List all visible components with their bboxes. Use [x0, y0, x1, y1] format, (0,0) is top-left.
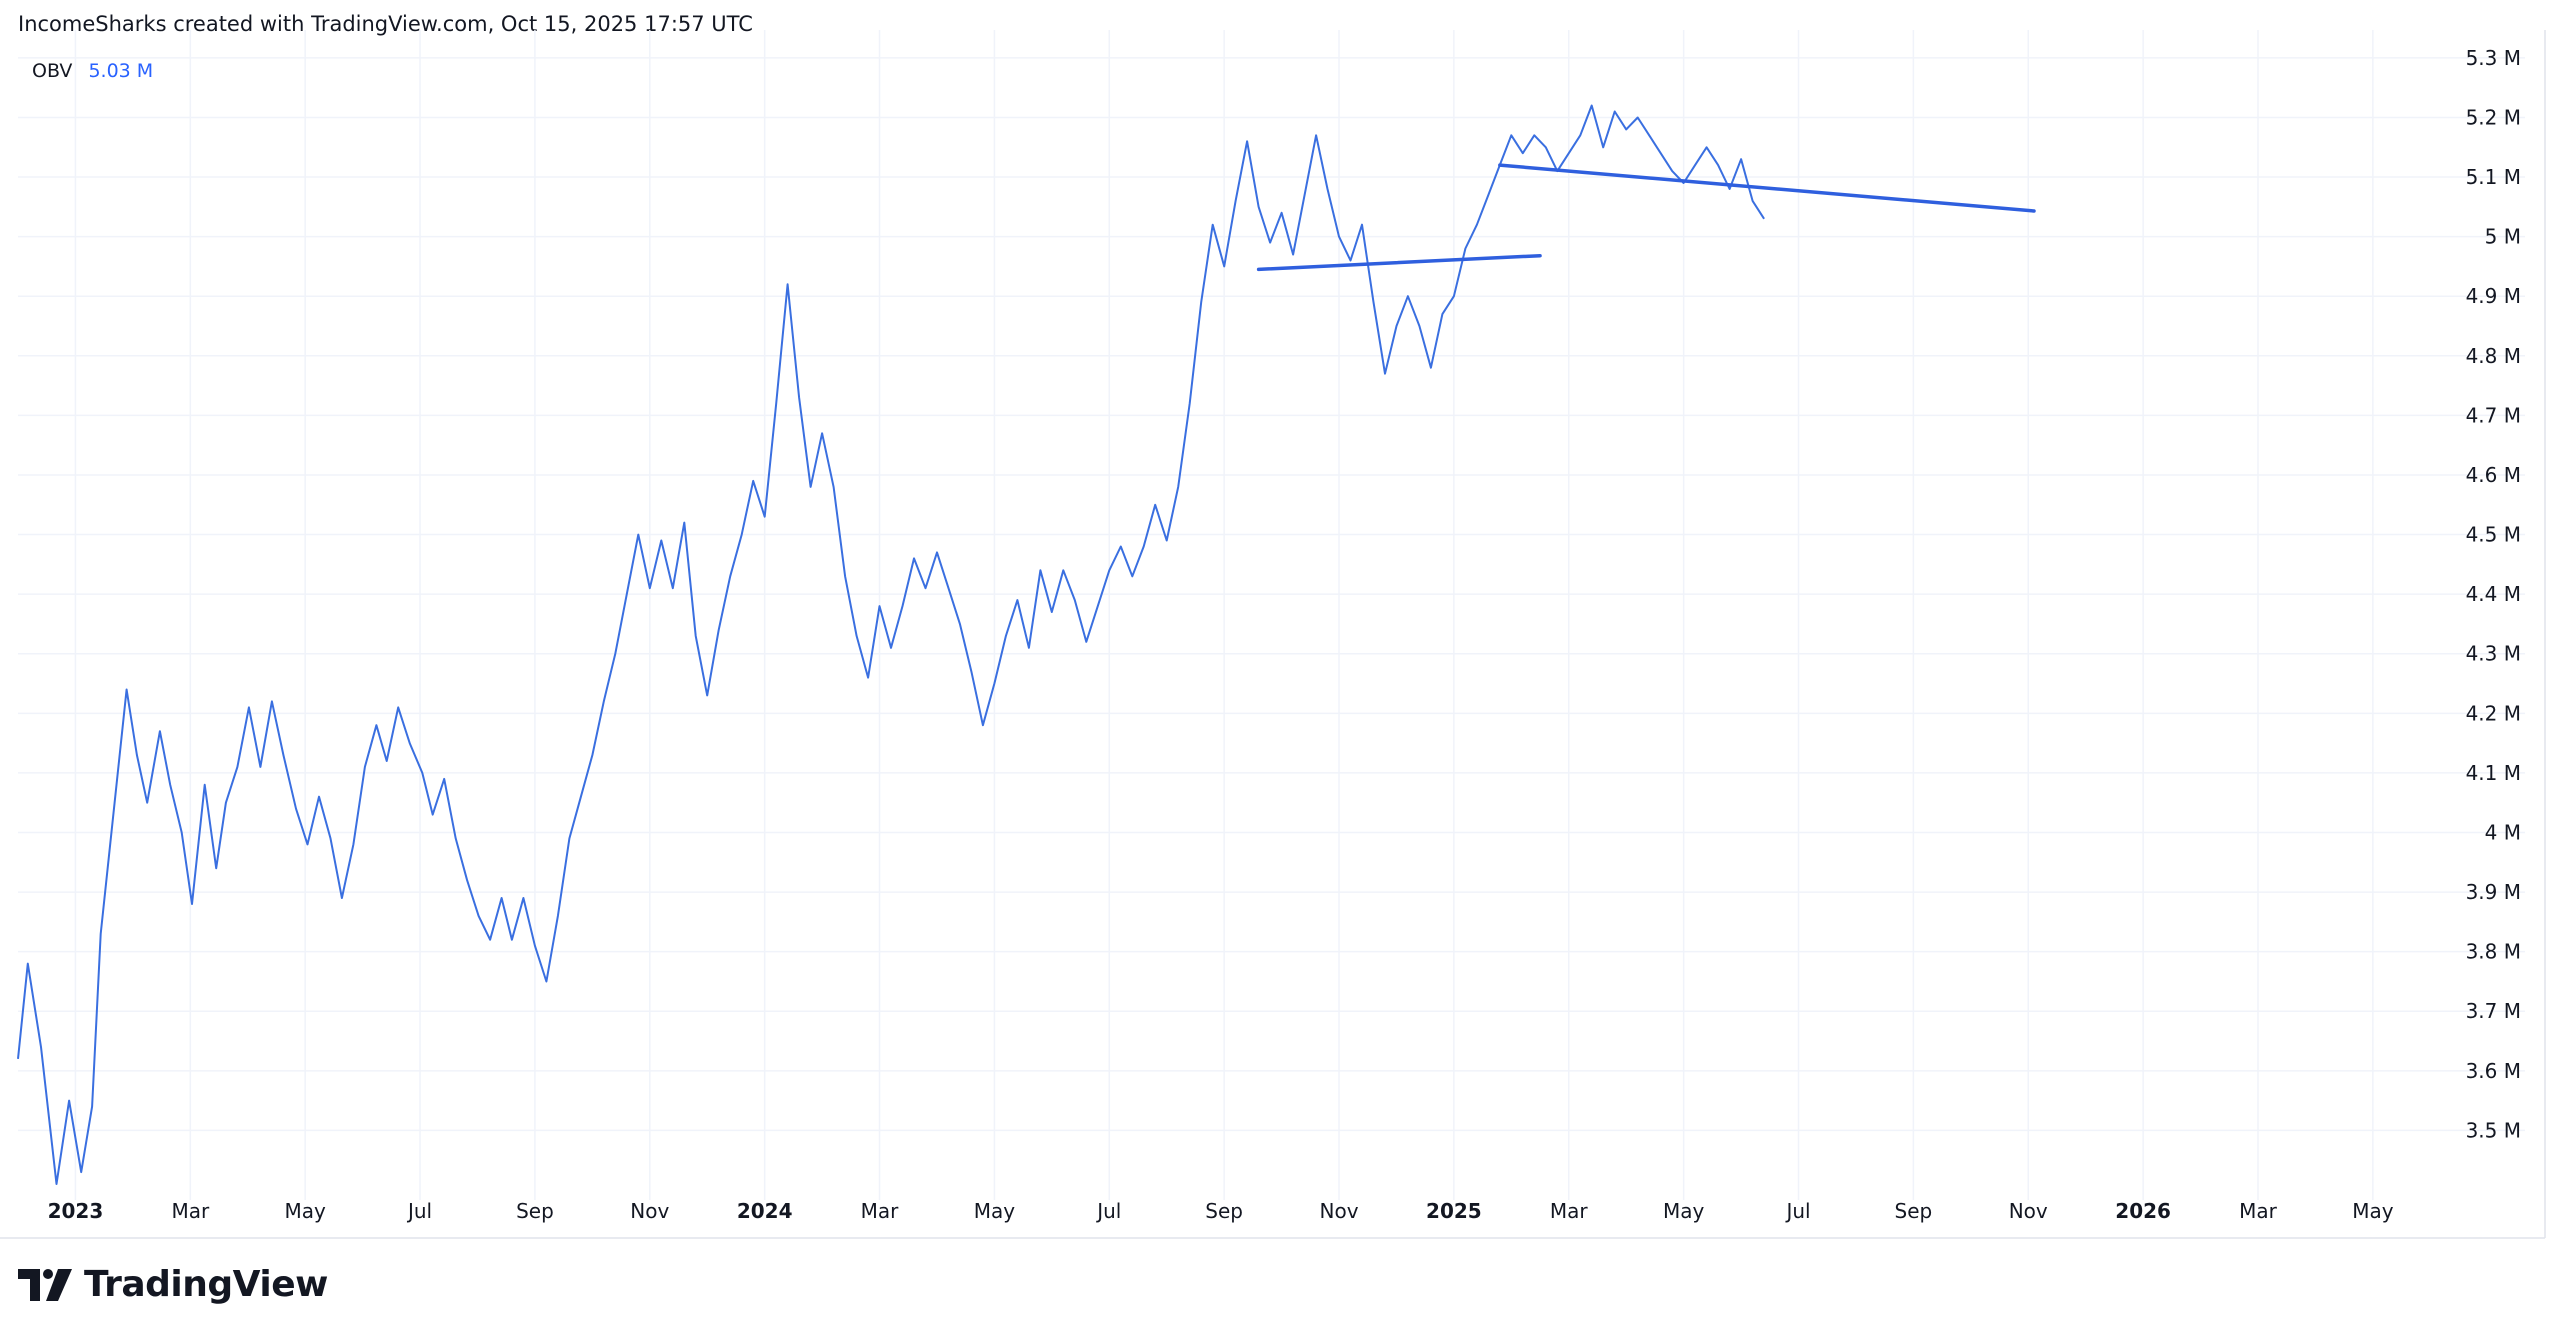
y-tick-label: 5 M	[2485, 225, 2521, 249]
x-tick-label: May	[1663, 1199, 1705, 1223]
y-tick-label: 4.2 M	[2466, 701, 2521, 725]
y-tick-label: 4.9 M	[2466, 284, 2521, 308]
grid-lines	[18, 30, 2525, 1200]
y-tick-label: 4.6 M	[2466, 463, 2521, 487]
x-tick-label: Nov	[2009, 1199, 2048, 1223]
y-tick-label: 4.7 M	[2466, 403, 2521, 427]
x-tick-label: Jul	[1784, 1199, 1810, 1223]
y-tick-label: 5.1 M	[2466, 165, 2521, 189]
trendline-2[interactable]	[1498, 163, 2036, 213]
y-tick-label: 5.2 M	[2466, 105, 2521, 129]
trendline-layer[interactable]	[1256, 163, 2036, 272]
x-tick-label: Sep	[516, 1199, 554, 1223]
obv-series-line	[17, 104, 1765, 1185]
x-tick-label: Mar	[1550, 1199, 1589, 1223]
chart-attribution: IncomeSharks created with TradingView.co…	[18, 12, 753, 36]
x-tick-label: 2026	[2115, 1199, 2171, 1223]
y-tick-label: 3.5 M	[2466, 1118, 2521, 1142]
x-tick-label: May	[974, 1199, 1016, 1223]
indicator-value: 5.03 M	[88, 60, 154, 82]
x-tick-label: Mar	[171, 1199, 210, 1223]
tradingview-wordmark: TradingView	[84, 1264, 328, 1305]
y-tick-label: 4.1 M	[2466, 761, 2521, 785]
x-tick-label: Mar	[861, 1199, 900, 1223]
x-tick-label: Jul	[1095, 1199, 1121, 1223]
x-tick-label: Nov	[1320, 1199, 1359, 1223]
y-tick-label: 4 M	[2485, 820, 2521, 844]
y-tick-label: 3.9 M	[2466, 880, 2521, 904]
tradingview-brand[interactable]: TradingView	[18, 1264, 328, 1305]
series-layer	[17, 104, 1765, 1185]
tradingview-logo-icon	[18, 1268, 72, 1301]
x-tick-label: Nov	[630, 1199, 669, 1223]
indicator-legend[interactable]: OBV 5.03 M	[32, 60, 153, 82]
x-tick-label: May	[2352, 1199, 2394, 1223]
x-tick-label: 2024	[737, 1199, 793, 1223]
y-tick-label: 4.8 M	[2466, 344, 2521, 368]
x-tick-label: May	[284, 1199, 326, 1223]
x-tick-label: 2023	[48, 1199, 104, 1223]
y-tick-label: 4.5 M	[2466, 523, 2521, 547]
trendline-1[interactable]	[1256, 253, 1542, 272]
y-tick-label: 4.3 M	[2466, 642, 2521, 666]
y-tick-label: 3.7 M	[2466, 999, 2521, 1023]
x-tick-label: Jul	[406, 1199, 432, 1223]
indicator-name: OBV	[32, 60, 73, 82]
x-tick-label: Sep	[1205, 1199, 1243, 1223]
x-tick-label: Sep	[1895, 1199, 1933, 1223]
obv-chart[interactable]: 5.3 M 5.2 M 5.1 M 5 M 4.9 M 4.8 M 4.7 M 4.6 M 4.…	[0, 0, 2560, 1260]
y-tick-label: 3.8 M	[2466, 940, 2521, 964]
x-axis[interactable]: 2023 Mar May Jul Sep Nov 2024 Mar May Jul Sep Nov 20…	[48, 1199, 2394, 1223]
y-tick-label: 5.3 M	[2466, 46, 2521, 70]
y-tick-label: 4.4 M	[2466, 582, 2521, 606]
x-tick-label: 2025	[1426, 1199, 1482, 1223]
chart-frame	[0, 30, 2546, 1239]
x-tick-label: Mar	[2239, 1199, 2278, 1223]
y-tick-label: 3.6 M	[2466, 1059, 2521, 1083]
y-axis[interactable]: 5.3 M 5.2 M 5.1 M 5 M 4.9 M 4.8 M 4.7 M 4.6 M 4.…	[2466, 46, 2521, 1143]
